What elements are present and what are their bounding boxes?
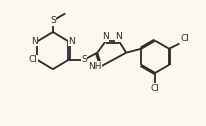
Text: Cl: Cl — [180, 34, 188, 43]
Text: NH: NH — [88, 62, 101, 71]
Text: S: S — [50, 16, 55, 25]
Text: S: S — [81, 55, 86, 64]
Text: N: N — [102, 32, 108, 41]
Text: N: N — [68, 37, 75, 46]
Text: N: N — [30, 37, 37, 46]
Text: N: N — [115, 32, 122, 41]
Text: Cl: Cl — [28, 55, 37, 64]
Text: Cl: Cl — [150, 84, 159, 93]
